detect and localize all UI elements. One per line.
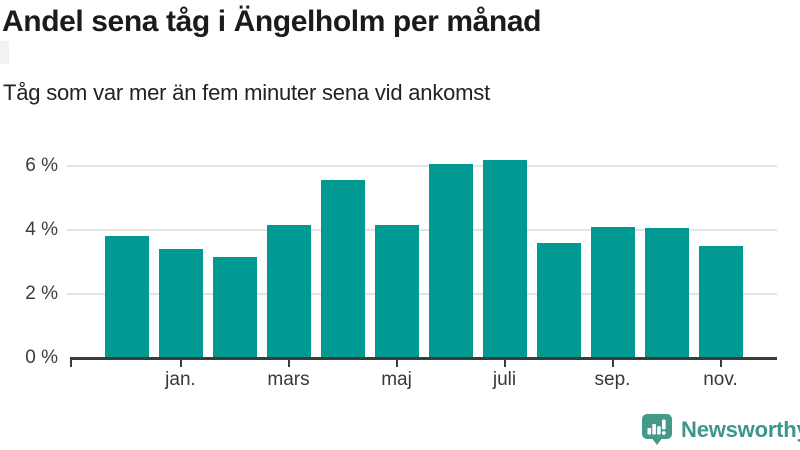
y-axis-label: 6 % <box>25 155 58 176</box>
x-axis-label-jan: jan. <box>165 369 196 390</box>
bar-juni[interactable] <box>428 164 473 358</box>
bar-jan[interactable] <box>158 249 203 358</box>
bar-apr[interactable] <box>320 180 365 358</box>
brand-name: Newsworthy <box>681 417 800 442</box>
x-axis-tick-nov <box>719 360 722 367</box>
x-axis-origin-tick <box>70 360 72 367</box>
gridline-6% <box>67 165 777 167</box>
bar-maj[interactable] <box>374 225 419 358</box>
x-axis-label-maj: maj <box>381 369 412 390</box>
bar-sep[interactable] <box>590 226 635 358</box>
x-axis-tick-mars <box>287 360 290 367</box>
edge-artifact <box>0 41 9 64</box>
bar-aug[interactable] <box>536 242 581 358</box>
x-axis-label-sep: sep. <box>594 369 631 390</box>
x-axis-tick-maj <box>395 360 398 367</box>
newsworthy-logo[interactable]: Newsworthy <box>640 412 800 448</box>
y-axis-label: 2 % <box>25 283 58 304</box>
x-axis-label-juli: juli <box>492 369 517 390</box>
x-axis-tick-sep <box>611 360 614 367</box>
bar-okt[interactable] <box>644 228 689 358</box>
bar-nov[interactable] <box>698 246 743 358</box>
bar-dec[interactable] <box>104 236 149 358</box>
x-axis-label-mars: mars <box>267 369 310 390</box>
bar-mars[interactable] <box>266 225 311 358</box>
y-axis-label: 0 % <box>25 347 58 368</box>
chart-subtitle: Tåg som var mer än fem minuter sena vid … <box>3 80 491 105</box>
x-axis-label-nov: nov. <box>703 369 738 390</box>
x-axis-tick-jan <box>179 360 182 367</box>
x-axis-tick-juli <box>503 360 506 367</box>
gridline-4% <box>67 229 777 231</box>
gridline-2% <box>67 293 777 295</box>
bar-chart-pin-icon <box>642 414 672 445</box>
bar-juli[interactable] <box>482 159 527 358</box>
bar-feb[interactable] <box>212 257 257 358</box>
y-axis-label: 4 % <box>25 219 58 240</box>
plot-area <box>67 150 777 358</box>
x-axis-line <box>70 357 777 360</box>
chart-title: Andel sena tåg i Ängelholm per månad <box>2 5 542 38</box>
